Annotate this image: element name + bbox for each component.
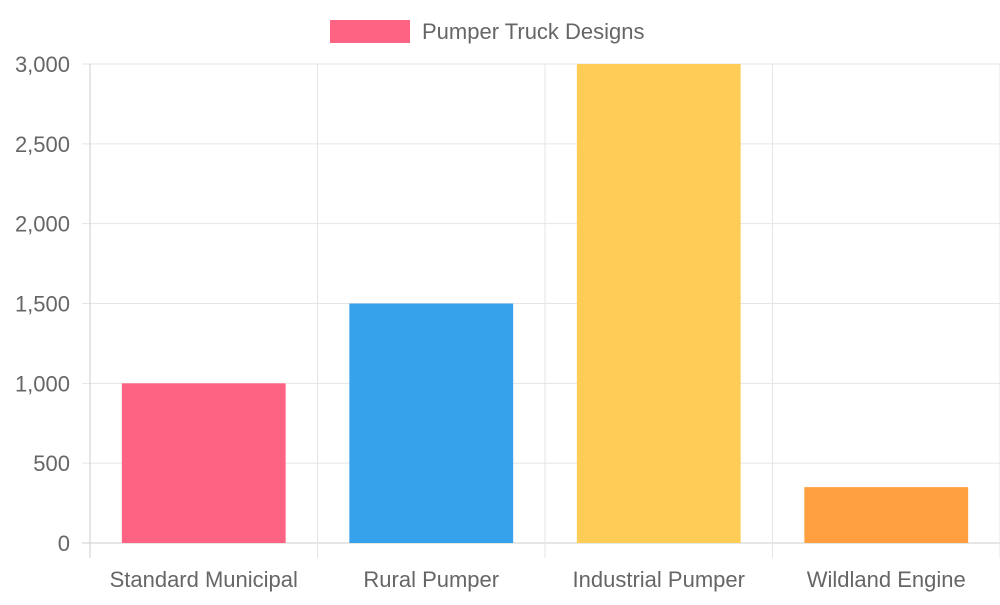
- bar-wildland-engine[interactable]: [804, 487, 969, 543]
- x-tick-label: Wildland Engine: [807, 567, 966, 592]
- x-tick-label: Rural Pumper: [363, 567, 499, 592]
- y-tick-label: 2,500: [15, 132, 70, 157]
- y-tick-label: 0: [58, 531, 70, 556]
- legend[interactable]: Pumper Truck Designs: [330, 19, 645, 44]
- x-axis: Standard Municipal Rural Pumper Industrial…: [110, 567, 966, 592]
- x-tick-label: Industrial Pumper: [573, 567, 745, 592]
- y-tick-label: 2,000: [15, 212, 70, 237]
- y-tick-label: 1,000: [15, 371, 70, 396]
- legend-swatch[interactable]: [330, 20, 410, 43]
- bar-standard-municipal[interactable]: [121, 383, 286, 543]
- bar-industrial-pumper[interactable]: [576, 64, 741, 543]
- y-axis: 0 500 1,000 1,500 2,000 2,500 3,000: [15, 52, 70, 556]
- bar-rural-pumper[interactable]: [349, 303, 514, 544]
- legend-label[interactable]: Pumper Truck Designs: [422, 19, 645, 44]
- y-tick-label: 3,000: [15, 52, 70, 77]
- y-tick-label: 1,500: [15, 292, 70, 317]
- x-tick-label: Standard Municipal: [110, 567, 298, 592]
- bars: [121, 64, 969, 544]
- y-tick-label: 500: [33, 451, 70, 476]
